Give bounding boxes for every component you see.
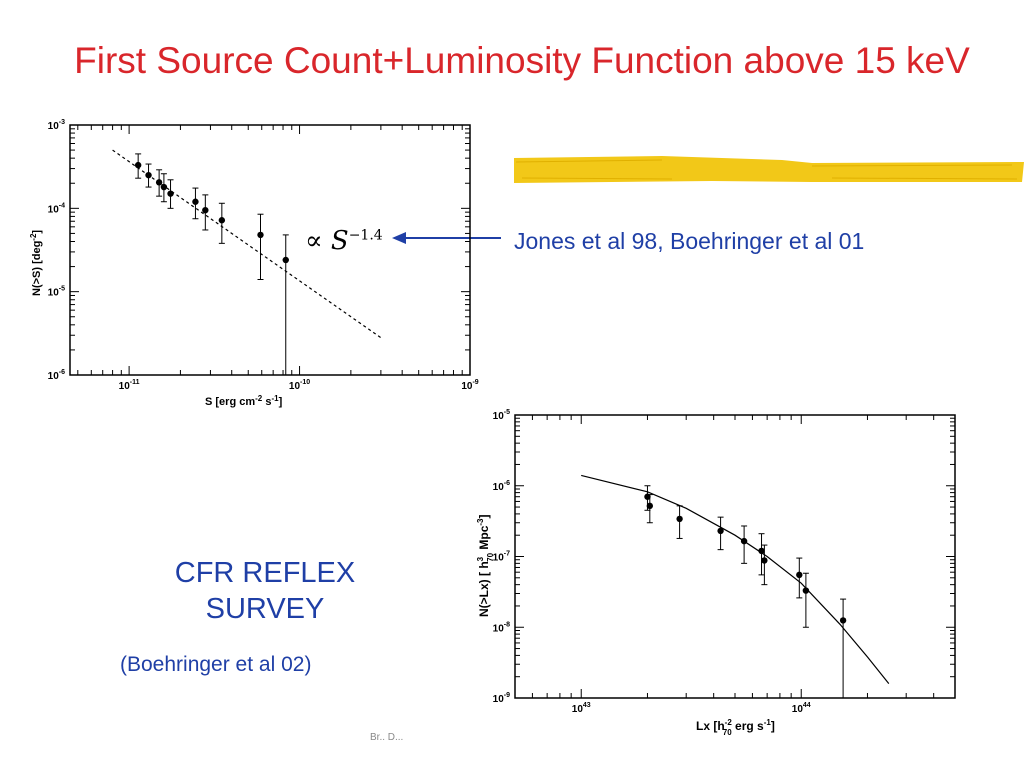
citation-text: Jones et al 98, Boehringer et al 01 xyxy=(514,228,865,254)
highlight-stroke xyxy=(514,156,1024,183)
chart2-data-point xyxy=(758,547,765,555)
annotation-variable: S xyxy=(330,226,349,256)
survey-line-1: CFR REFLEX xyxy=(174,557,356,589)
chart2-data-point xyxy=(802,587,810,594)
chart2-plot-frame xyxy=(514,414,956,699)
survey-line-2: SURVEY xyxy=(205,593,325,625)
chart2-y-tick-label: 10-5 xyxy=(493,409,510,422)
survey-label: CFR REFLEX SURVEY xyxy=(140,555,390,627)
chart1-y-tick-label: 10-3 xyxy=(48,119,65,132)
footer-text: Br.. D... xyxy=(370,732,404,743)
chart1-data-point xyxy=(192,198,199,205)
chart2-data-point xyxy=(761,557,768,564)
chart1-y-tick-label: 10-6 xyxy=(48,369,65,382)
slide-title: First Source Count+Luminosity Function a… xyxy=(74,40,970,81)
power-law-annotation: ∝ S−1.4 xyxy=(305,226,383,256)
chart1-x-tick-label: 10-11 xyxy=(119,379,140,392)
chart1-xlabel: S [erg cm-2 s-1] xyxy=(205,394,283,408)
chart2-fit-line xyxy=(581,474,890,684)
chart2-data-point xyxy=(644,493,651,500)
chart2-y-tick-label: 10-9 xyxy=(493,692,510,705)
chart1-x-tick-label: 10-10 xyxy=(289,379,310,392)
chart1-data-point xyxy=(167,190,174,197)
chart1-data-point xyxy=(145,171,152,179)
chart2-data-point xyxy=(646,502,654,510)
proportional-symbol: ∝ xyxy=(305,226,323,256)
chart1-ylabel: N(>S) [deg-2] xyxy=(29,230,43,296)
chart2-y-tick-label: 10-7 xyxy=(493,551,510,564)
chart1-x-tick-label: 10-9 xyxy=(461,379,478,392)
chart2-ylabel: N(>Lx) [ h370 Mpc-3] xyxy=(476,515,495,618)
annotation-arrow xyxy=(392,232,501,244)
chart1-data-point xyxy=(282,256,289,264)
chart1-data-point xyxy=(218,217,226,224)
chart2-data-point xyxy=(717,527,724,535)
chart1-data-point xyxy=(257,231,264,239)
chart2-data-point xyxy=(740,537,748,545)
chart2-xlabel: Lx [h-2 70 erg s-1] xyxy=(696,718,775,737)
chart2-data-point xyxy=(839,617,847,624)
chart2-data-point xyxy=(676,515,683,523)
chart2-data-point xyxy=(796,571,803,579)
chart2-x-tick-label: 1044 xyxy=(792,702,811,715)
chart1-data-point xyxy=(134,161,142,169)
chart1-y-tick-label: 10-4 xyxy=(48,202,65,215)
chart2-y-tick-label: 10-8 xyxy=(493,621,510,634)
survey-reference: (Boehringer et al 02) xyxy=(120,653,312,676)
chart2-x-tick-label: 1043 xyxy=(572,702,591,715)
chart1-data-point xyxy=(155,179,163,186)
chart2-y-tick-label: 10-6 xyxy=(493,480,510,493)
chart1-data-point xyxy=(160,183,168,191)
chart1-data-point xyxy=(202,206,209,214)
chart1-y-tick-label: 10-5 xyxy=(48,286,65,299)
annotation-exponent: −1.4 xyxy=(348,227,383,244)
